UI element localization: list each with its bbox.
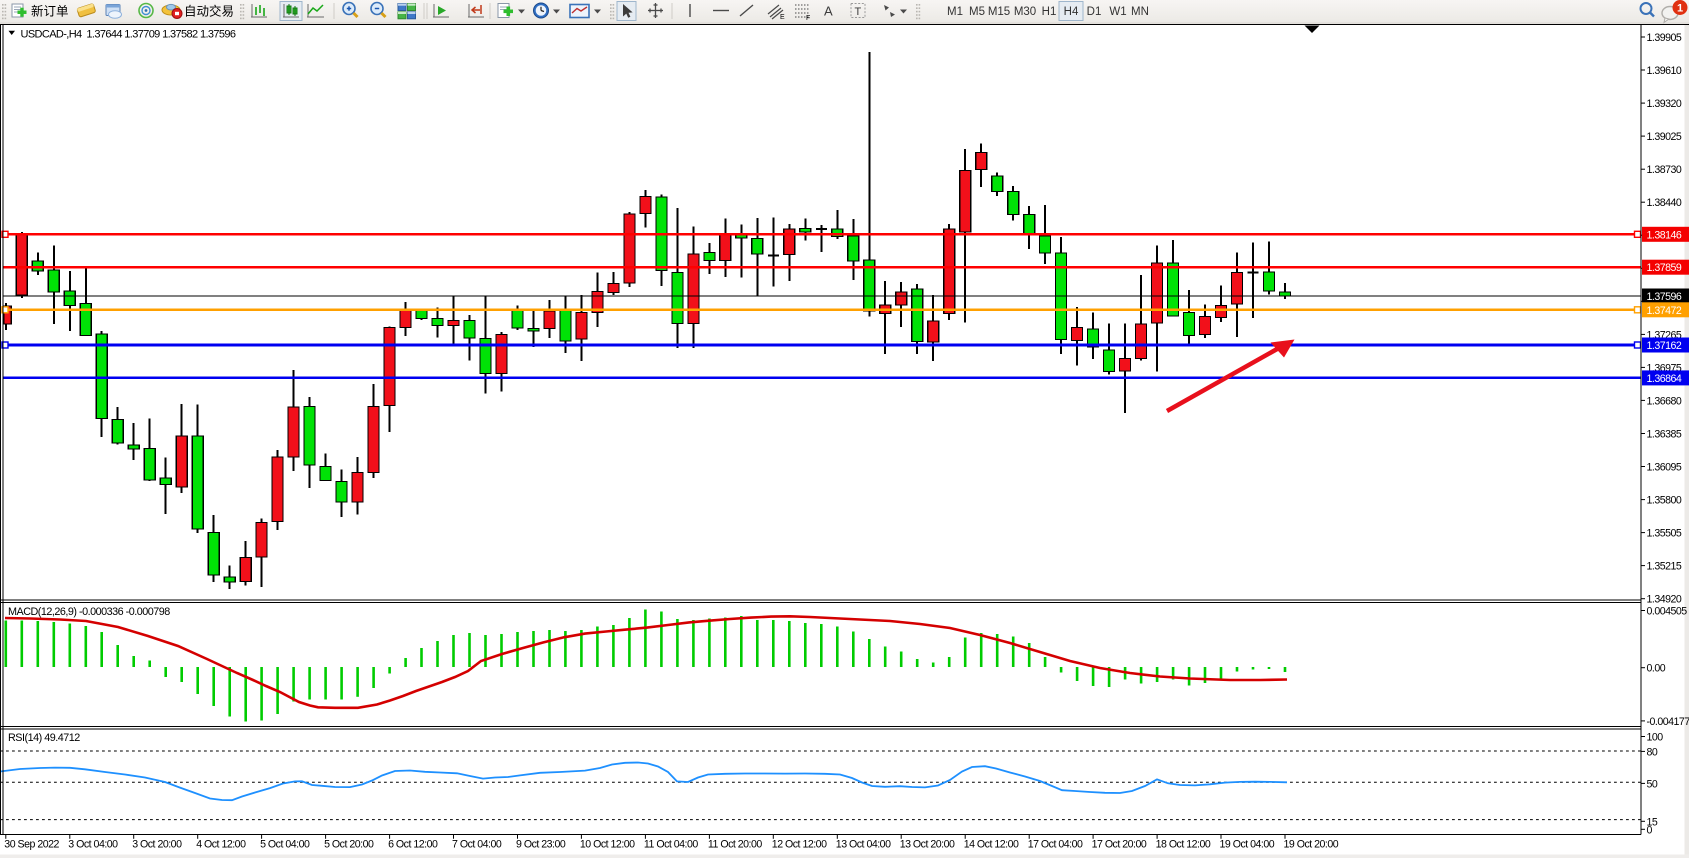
svg-text:A: A xyxy=(824,4,833,19)
svg-text:M30: M30 xyxy=(1014,6,1036,18)
svg-text:1.37162: 1.37162 xyxy=(1647,340,1682,352)
svg-text:7 Oct 04:00: 7 Oct 04:00 xyxy=(452,839,502,851)
svg-text:1.37596: 1.37596 xyxy=(1647,291,1682,303)
svg-text:0.00: 0.00 xyxy=(1647,663,1666,675)
svg-text:0: 0 xyxy=(1647,824,1653,836)
svg-text:4 Oct 12:00: 4 Oct 12:00 xyxy=(196,839,246,851)
svg-text:11 Oct 20:00: 11 Oct 20:00 xyxy=(708,839,762,851)
svg-text:13 Oct 04:00: 13 Oct 04:00 xyxy=(836,839,891,851)
svg-text:D1: D1 xyxy=(1087,6,1102,18)
svg-text:W1: W1 xyxy=(1109,6,1126,18)
svg-text:5 Oct 20:00: 5 Oct 20:00 xyxy=(324,839,374,851)
svg-text:14 Oct 12:00: 14 Oct 12:00 xyxy=(964,839,1019,851)
svg-text:M15: M15 xyxy=(988,6,1010,18)
svg-text:1.38440: 1.38440 xyxy=(1647,197,1682,209)
svg-text:1.36680: 1.36680 xyxy=(1647,395,1682,407)
svg-text:5 Oct 04:00: 5 Oct 04:00 xyxy=(260,839,310,851)
svg-text:USDCAD-,H4 1.37644 1.37709 1.: USDCAD-,H4 1.37644 1.37709 1.37582 1.375… xyxy=(21,29,236,41)
svg-text:E: E xyxy=(780,14,785,21)
svg-text:19 Oct 20:00: 19 Oct 20:00 xyxy=(1284,839,1339,851)
svg-text:M1: M1 xyxy=(947,6,963,18)
svg-text:11 Oct 04:00: 11 Oct 04:00 xyxy=(644,839,698,851)
svg-text:1.38146: 1.38146 xyxy=(1647,229,1682,241)
svg-text:1.39025: 1.39025 xyxy=(1647,131,1682,143)
svg-text:1.36095: 1.36095 xyxy=(1647,462,1682,474)
svg-text:1.39905: 1.39905 xyxy=(1647,32,1682,44)
svg-text:80: 80 xyxy=(1647,746,1658,758)
svg-text:1.35215: 1.35215 xyxy=(1647,561,1682,573)
svg-text:6 Oct 12:00: 6 Oct 12:00 xyxy=(388,839,438,851)
svg-text:1.34920: 1.34920 xyxy=(1647,594,1682,606)
svg-text:-0.004177: -0.004177 xyxy=(1647,716,1689,728)
svg-text:H1: H1 xyxy=(1042,6,1057,18)
svg-text:1.37859: 1.37859 xyxy=(1647,262,1682,274)
svg-text:1.39610: 1.39610 xyxy=(1647,65,1682,77)
svg-text:1: 1 xyxy=(1677,3,1683,15)
svg-text:30 Sep 2022: 30 Sep 2022 xyxy=(4,839,59,851)
svg-text:17 Oct 04:00: 17 Oct 04:00 xyxy=(1028,839,1083,851)
svg-text:15: 15 xyxy=(1647,816,1658,828)
svg-text:新订单: 新订单 xyxy=(31,4,69,19)
svg-text:自动交易: 自动交易 xyxy=(184,4,234,19)
svg-text:3 Oct 20:00: 3 Oct 20:00 xyxy=(132,839,182,851)
svg-text:1.39320: 1.39320 xyxy=(1647,98,1682,110)
svg-text:M5: M5 xyxy=(969,6,985,18)
svg-text:MACD(12,26,9) -0.000336 -0.000: MACD(12,26,9) -0.000336 -0.000798 xyxy=(8,606,170,618)
svg-text:13 Oct 20:00: 13 Oct 20:00 xyxy=(900,839,955,851)
svg-text:T: T xyxy=(855,6,862,18)
svg-text:3 Oct 04:00: 3 Oct 04:00 xyxy=(68,839,118,851)
svg-text:19 Oct 04:00: 19 Oct 04:00 xyxy=(1220,839,1275,851)
svg-text:1.36385: 1.36385 xyxy=(1647,429,1682,441)
svg-text:18 Oct 12:00: 18 Oct 12:00 xyxy=(1156,839,1211,851)
svg-text:50: 50 xyxy=(1647,778,1658,790)
svg-text:1.37472: 1.37472 xyxy=(1647,305,1682,317)
svg-text:1.35800: 1.35800 xyxy=(1647,495,1682,507)
svg-text:12 Oct 12:00: 12 Oct 12:00 xyxy=(772,839,827,851)
svg-text:10 Oct 12:00: 10 Oct 12:00 xyxy=(580,839,635,851)
svg-text:H4: H4 xyxy=(1064,6,1079,18)
svg-text:17 Oct 20:00: 17 Oct 20:00 xyxy=(1092,839,1147,851)
svg-text:RSI(14) 49.4712: RSI(14) 49.4712 xyxy=(8,732,80,744)
svg-text:MN: MN xyxy=(1131,6,1149,18)
svg-text:0.004505: 0.004505 xyxy=(1647,606,1688,618)
svg-text:9 Oct 23:00: 9 Oct 23:00 xyxy=(516,839,566,851)
svg-text:F: F xyxy=(806,15,810,22)
svg-text:1.38730: 1.38730 xyxy=(1647,164,1682,176)
svg-text:1.36864: 1.36864 xyxy=(1647,373,1682,385)
svg-text:100: 100 xyxy=(1647,732,1664,744)
svg-text:1.35505: 1.35505 xyxy=(1647,528,1682,540)
